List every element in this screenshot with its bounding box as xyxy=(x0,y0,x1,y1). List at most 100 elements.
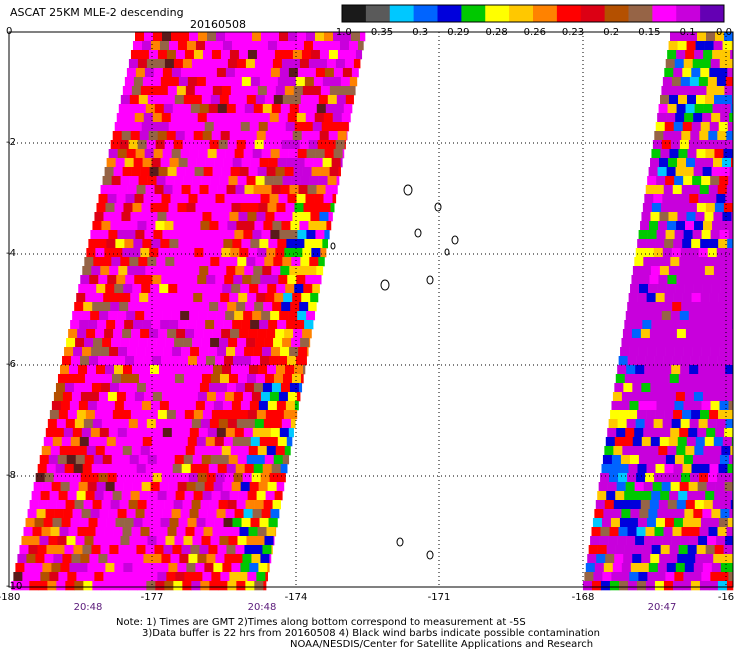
swath-cell xyxy=(106,518,116,528)
swath-cell xyxy=(327,176,337,186)
swath-cell xyxy=(282,257,292,267)
swath-cell xyxy=(148,212,158,222)
swath-cell xyxy=(64,347,74,357)
swath-cell xyxy=(723,320,733,330)
swath-cell xyxy=(245,140,255,150)
swath-cell xyxy=(723,545,733,555)
swath-cell xyxy=(116,194,126,204)
swath-cell xyxy=(712,50,722,60)
swath-cell xyxy=(178,239,188,249)
swath-cell xyxy=(131,86,142,96)
swath-cell xyxy=(322,77,333,87)
swath-cell xyxy=(83,419,94,429)
swath-cell xyxy=(617,419,627,429)
swath-cell xyxy=(641,266,652,276)
swath-cell xyxy=(263,59,274,69)
swath-cell xyxy=(152,113,163,123)
swath-cell xyxy=(685,329,696,339)
swath-cell xyxy=(159,482,169,492)
swath-cell xyxy=(236,59,247,69)
swath-cell xyxy=(129,338,139,348)
swath-cell xyxy=(103,410,114,420)
swath-cell xyxy=(626,419,636,429)
swath-cell xyxy=(606,491,616,501)
swath-cell xyxy=(25,518,35,528)
swath-cell xyxy=(129,95,140,105)
swath-cell xyxy=(612,392,623,402)
swath-cell xyxy=(194,329,204,339)
swath-cell xyxy=(636,473,646,483)
swath-cell xyxy=(620,572,630,582)
swath-cell xyxy=(124,518,134,528)
swath-cell xyxy=(231,41,242,51)
swath-cell xyxy=(642,374,653,384)
colorbar-label: -0.2 xyxy=(599,27,620,38)
swath-cell xyxy=(718,68,728,78)
swath-cell xyxy=(177,482,187,492)
swath-cell xyxy=(697,257,707,267)
swath-cell xyxy=(298,104,309,114)
swath-cell xyxy=(730,500,734,510)
swath-cell xyxy=(326,221,332,231)
swath-cell xyxy=(597,491,607,501)
swath-cell xyxy=(699,581,710,591)
swath-cell xyxy=(160,320,170,330)
swath-cell xyxy=(718,518,729,528)
swath-cell xyxy=(660,320,670,330)
swath-cell xyxy=(278,275,288,285)
swath-cell xyxy=(50,446,61,456)
swath-cell xyxy=(195,122,206,132)
swath-cell xyxy=(233,392,244,402)
swath-cell xyxy=(202,293,212,303)
note-line-3: NOAA/NESDIS/Center for Satellite Applica… xyxy=(290,639,594,650)
swath-cell xyxy=(708,356,718,366)
swath-cell xyxy=(167,446,178,456)
swath-cell xyxy=(348,41,359,51)
swath-cell xyxy=(314,194,324,204)
swath-cell xyxy=(710,230,720,240)
swath-cell xyxy=(207,428,218,438)
swath-cell xyxy=(327,95,338,105)
swath-cell xyxy=(295,77,306,87)
swath-cell xyxy=(611,401,621,411)
swath-cell xyxy=(65,419,76,429)
swath-cell xyxy=(46,545,56,555)
swath-cell xyxy=(275,86,286,96)
swath-cell xyxy=(231,563,241,573)
swath-cell xyxy=(243,149,253,159)
swath-cell xyxy=(266,527,276,537)
swath-cell xyxy=(730,221,734,231)
swath-cell xyxy=(631,329,642,339)
swath-cell xyxy=(173,221,183,231)
swath-cell xyxy=(158,527,168,537)
swath-cell xyxy=(163,104,174,114)
swath-cell xyxy=(307,104,318,114)
swath-cell xyxy=(723,95,733,105)
swath-cell xyxy=(13,572,23,582)
swath-cell xyxy=(206,275,216,285)
swath-cell xyxy=(707,194,717,204)
swath-cell xyxy=(323,194,333,204)
swath-cell xyxy=(213,284,223,294)
swath-cell xyxy=(133,518,143,528)
swath-cell xyxy=(676,275,686,285)
swath-cell xyxy=(239,86,250,96)
swath-cell xyxy=(260,113,271,123)
swath-cell xyxy=(687,95,697,105)
swath-cell xyxy=(31,572,41,582)
swath-cell xyxy=(203,167,213,177)
swath-cell xyxy=(272,500,281,510)
swath-cell xyxy=(53,473,63,483)
swath-cell xyxy=(695,437,706,447)
swath-cell xyxy=(123,365,133,375)
swath-cell xyxy=(227,500,237,510)
swath-cell xyxy=(668,212,678,222)
swath-cell xyxy=(250,518,260,528)
swath-cell xyxy=(183,257,193,267)
swath-cell xyxy=(156,257,166,267)
swath-cell xyxy=(237,338,247,348)
swath-cell xyxy=(88,320,98,330)
swath-cell xyxy=(161,275,171,285)
swath-cell xyxy=(281,419,292,429)
swath-cell xyxy=(315,32,325,42)
